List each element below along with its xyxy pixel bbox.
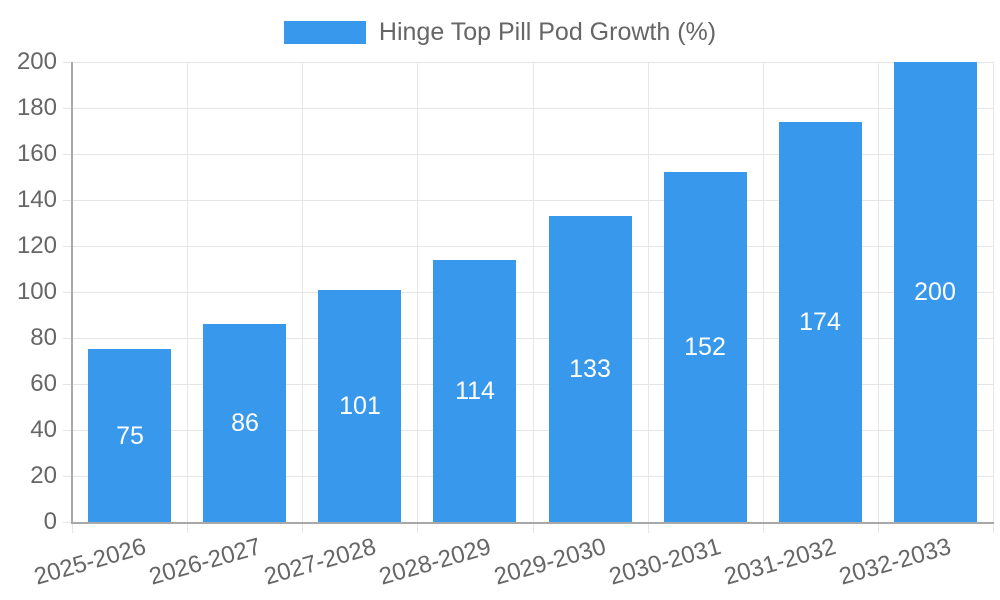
bar [88, 349, 171, 522]
y-tick-label: 60 [30, 370, 57, 397]
bar [894, 62, 977, 522]
x-tick-mark [187, 524, 188, 533]
h-gridline [72, 292, 993, 293]
h-gridline [72, 62, 993, 63]
x-tick-label: 2028-2029 [376, 533, 495, 591]
bar-value-label: 174 [799, 308, 841, 336]
v-gridline [417, 62, 418, 522]
bar [318, 290, 401, 522]
y-tick-mark [63, 62, 72, 63]
y-tick-label: 200 [16, 48, 57, 75]
x-tick-label: 2031-2032 [721, 533, 840, 591]
x-tick-mark [302, 524, 303, 533]
y-tick-label: 0 [43, 508, 57, 535]
y-tick-mark [63, 338, 72, 339]
bar [549, 216, 632, 522]
h-gridline [72, 246, 993, 247]
y-tick-mark [63, 384, 72, 385]
h-gridline [72, 430, 993, 431]
y-tick-mark [63, 292, 72, 293]
y-axis-line [71, 62, 73, 524]
x-tick-label: 2032-2033 [836, 533, 955, 591]
v-gridline [993, 62, 994, 522]
x-tick-label: 2026-2027 [146, 533, 265, 591]
bar-value-label: 114 [455, 377, 495, 405]
y-tick-label: 120 [16, 232, 57, 259]
y-tick-label: 80 [30, 324, 57, 351]
x-tick-mark [72, 524, 73, 533]
h-gridline [72, 384, 993, 385]
v-gridline [763, 62, 764, 522]
bar-value-label: 86 [231, 409, 259, 437]
x-tick-mark [993, 524, 994, 533]
y-tick-mark [63, 200, 72, 201]
y-tick-mark [63, 476, 72, 477]
y-tick-mark [63, 246, 72, 247]
y-tick-mark [63, 154, 72, 155]
bar-value-label: 152 [684, 333, 726, 361]
x-tick-label: 2027-2028 [261, 533, 380, 591]
y-tick-mark [63, 108, 72, 109]
v-gridline [302, 62, 303, 522]
x-tick-mark [417, 524, 418, 533]
x-tick-label: 2030-2031 [606, 533, 725, 591]
h-gridline [72, 476, 993, 477]
y-tick-mark [63, 522, 72, 523]
y-tick-label: 180 [16, 94, 57, 121]
v-gridline [533, 62, 534, 522]
h-gridline [72, 338, 993, 339]
bar-value-label: 75 [116, 422, 144, 450]
bar [433, 260, 516, 522]
y-tick-mark [63, 430, 72, 431]
v-gridline [878, 62, 879, 522]
x-tick-label: 2029-2030 [491, 533, 610, 591]
bar [664, 172, 747, 522]
bar-value-label: 101 [339, 392, 381, 420]
bar-value-label: 200 [914, 278, 956, 306]
h-gridline [72, 108, 993, 109]
x-tick-mark [763, 524, 764, 533]
x-axis-line [71, 522, 994, 524]
chart-legend[interactable]: Hinge Top Pill Pod Growth (%) [0, 18, 1000, 47]
bar-value-label: 133 [569, 355, 611, 383]
x-tick-mark [533, 524, 534, 533]
h-gridline [72, 154, 993, 155]
y-tick-label: 140 [16, 186, 57, 213]
h-gridline [72, 200, 993, 201]
y-tick-label: 100 [16, 278, 57, 305]
x-tick-label: 2025-2026 [31, 533, 150, 591]
x-tick-mark [878, 524, 879, 533]
legend-label: Hinge Top Pill Pod Growth (%) [378, 18, 717, 46]
y-tick-label: 160 [16, 140, 57, 167]
legend-swatch [283, 21, 366, 44]
y-tick-label: 20 [30, 462, 57, 489]
y-tick-label: 40 [30, 416, 57, 443]
v-gridline [648, 62, 649, 522]
bar [779, 122, 862, 522]
v-gridline [187, 62, 188, 522]
bar [203, 324, 286, 522]
x-tick-mark [648, 524, 649, 533]
